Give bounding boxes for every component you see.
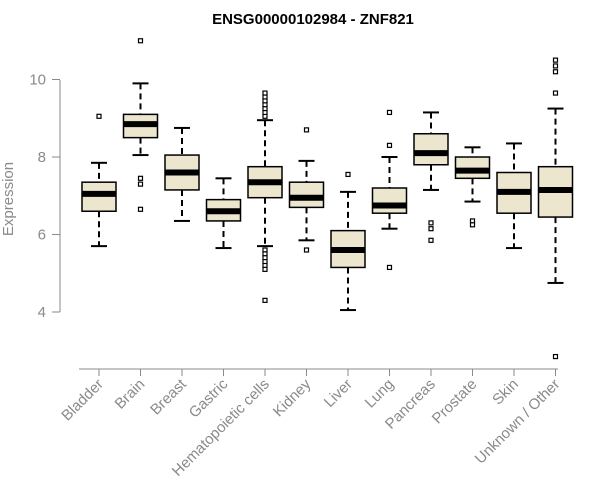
outlier-point bbox=[552, 90, 559, 96]
outlier-point bbox=[386, 264, 393, 271]
box-hematopoietic-cells bbox=[247, 90, 283, 303]
box-kidney bbox=[288, 127, 325, 253]
outlier-point bbox=[386, 142, 393, 148]
y-tick-label: 6 bbox=[38, 227, 46, 244]
outlier-point bbox=[428, 226, 434, 232]
y-tick-label: 4 bbox=[38, 304, 46, 321]
x-tick-label: Prostate bbox=[429, 376, 481, 428]
outlier-point bbox=[262, 90, 268, 96]
box-iqr bbox=[371, 187, 408, 214]
x-tick-label: Breast bbox=[147, 375, 190, 418]
outlier-point bbox=[262, 297, 268, 303]
box-bladder bbox=[81, 113, 117, 248]
x-tick-label: Liver bbox=[321, 376, 356, 411]
box-pancreas bbox=[413, 111, 449, 243]
outlier-point bbox=[137, 38, 144, 44]
box-unknown-other bbox=[537, 57, 574, 360]
outlier-point bbox=[428, 220, 434, 226]
outlier-point bbox=[303, 247, 310, 253]
x-tick-label: Kidney bbox=[270, 375, 315, 420]
x-tick-label: Skin bbox=[489, 376, 522, 409]
outlier-point bbox=[552, 57, 559, 63]
box-brain bbox=[122, 38, 159, 212]
y-axis-label: Expression bbox=[0, 162, 17, 236]
box-liver bbox=[330, 171, 366, 312]
outlier-point bbox=[96, 113, 102, 119]
box-gastric bbox=[205, 177, 242, 250]
outlier-point bbox=[552, 63, 559, 69]
box-lung bbox=[371, 109, 408, 271]
outlier-point bbox=[137, 181, 144, 187]
x-tick-label: Bladder bbox=[58, 376, 107, 425]
box-skin bbox=[496, 142, 532, 250]
boxes bbox=[81, 38, 574, 360]
outlier-point bbox=[303, 127, 310, 133]
outlier-point bbox=[552, 353, 559, 360]
x-tick-label: Brain bbox=[112, 376, 149, 413]
outlier-point bbox=[262, 266, 268, 272]
y-tick-label: 10 bbox=[29, 72, 46, 89]
box-breast bbox=[164, 126, 200, 222]
outlier-point bbox=[386, 109, 393, 116]
outlier-point bbox=[552, 69, 559, 75]
outlier-point bbox=[137, 175, 144, 181]
outlier-point bbox=[345, 171, 351, 178]
outlier-point bbox=[469, 222, 476, 228]
outlier-point bbox=[428, 237, 434, 243]
box-prostate bbox=[454, 146, 491, 228]
y-ticks: 4 6 8 10 bbox=[29, 72, 60, 321]
chart-title: ENSG00000102984 - ZNF821 bbox=[212, 11, 414, 28]
y-tick-label: 8 bbox=[38, 149, 46, 166]
x-tick-label: Lung bbox=[362, 376, 398, 412]
box-iqr bbox=[413, 133, 449, 166]
outlier-point bbox=[137, 206, 144, 212]
